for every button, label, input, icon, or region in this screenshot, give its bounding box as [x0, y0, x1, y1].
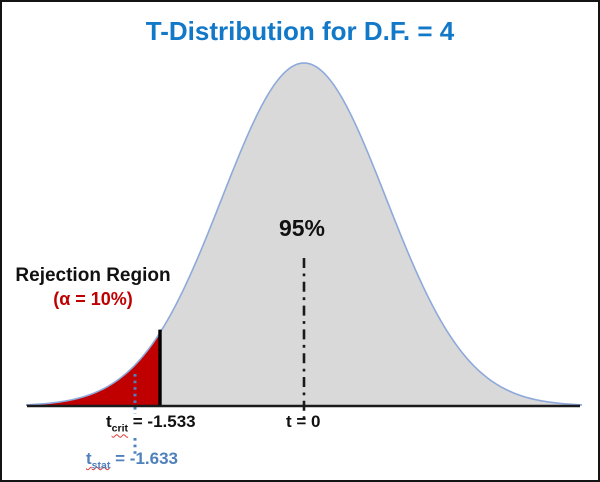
t-crit-subscript: crit: [111, 422, 129, 435]
t-crit-value-label: tcrit = -1.533: [106, 412, 196, 435]
t-stat-number: = -1.633: [110, 449, 178, 468]
rejection-region-annotation: Rejection Region (α = 10%): [4, 265, 182, 310]
t-stat-subscript: stat: [91, 459, 111, 472]
rejection-region-title: Rejection Region: [15, 265, 171, 286]
alpha-label: (α = 10%): [53, 289, 133, 309]
t-crit-number: = -1.533: [128, 412, 196, 431]
distribution-curve-line: [25, 62, 583, 406]
chart-title: T-Distribution for D.F. = 4: [145, 16, 455, 46]
t-stat-value-label: tstat = -1.633: [86, 449, 178, 472]
t-stat-symbol: tstat: [86, 449, 111, 472]
rejection-region-area: [26, 332, 160, 406]
t-zero-label: t = 0: [286, 412, 321, 431]
t-crit-symbol: t: [106, 412, 112, 431]
distribution-area: [26, 63, 582, 406]
confidence-percentage-label: 95%: [278, 215, 326, 241]
